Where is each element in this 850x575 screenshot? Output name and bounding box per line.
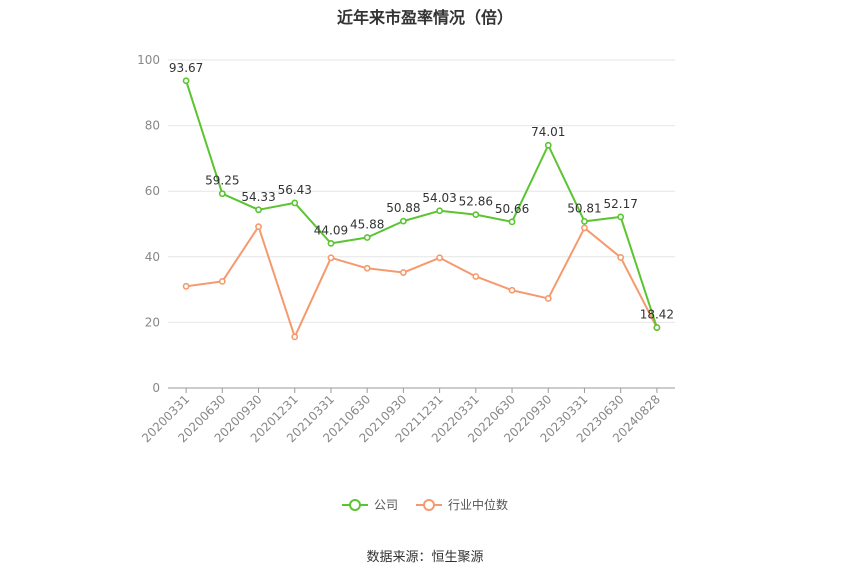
data-point-company [617,213,625,221]
legend-swatch-industry-median [416,498,442,512]
data-label: 45.88 [350,218,384,232]
data-point-industry-median [363,264,371,272]
data-point-company [436,207,444,215]
data-point-company [291,199,299,207]
data-label: 50.66 [495,202,529,216]
data-point-company [399,217,407,225]
data-label: 54.03 [422,191,456,205]
data-label: 59.25 [205,174,239,188]
data-point-company [327,239,335,247]
data-point-company [508,218,516,226]
legend-item-industry-median[interactable]: 行业中位数 [416,496,508,513]
data-point-industry-median [291,333,299,341]
y-tick-label: 40 [145,250,160,264]
data-point-company [544,141,552,149]
data-point-industry-median [508,286,516,294]
data-label: 18.42 [640,308,674,322]
y-tick-label: 80 [145,119,160,133]
data-label: 54.33 [241,190,275,204]
grid-layer [168,59,675,323]
legend-swatch-company [341,498,368,512]
data-point-company [218,190,226,198]
data-point-industry-median [472,273,480,280]
data-point-industry-median [544,295,552,302]
data-label: 74.01 [531,125,565,139]
legend-label-company: 公司 [373,498,398,512]
data-point-industry-median [436,254,444,262]
y-tick-label: 0 [152,381,160,395]
data-point-industry-median [255,223,262,231]
legend: 公司 行业中位数 [0,496,850,513]
data-label: 52.17 [603,197,637,211]
series-layer [182,77,661,341]
legend-label-industry-median: 行业中位数 [448,498,509,512]
data-point-industry-median [218,277,226,285]
data-point-industry-median [399,269,407,276]
data-label: 50.81 [567,201,601,215]
y-tick-label: 60 [145,184,160,198]
data-point-company [653,324,661,331]
data-label: 50.88 [386,201,420,215]
data-label: 44.09 [314,223,348,237]
data-point-industry-median [327,254,335,262]
source-note: 数据来源：恒生聚源 [366,550,484,565]
y-tick-label: 100 [137,53,160,67]
data-point-company [472,211,480,219]
data-label: 93.67 [169,61,203,75]
series-line-industry-median [185,225,658,338]
data-point-industry-median [617,254,625,261]
y-tick-label: 20 [145,315,160,329]
data-label: 56.43 [278,183,312,197]
axis-layer: 0204060801002020033120200630202009302020… [137,53,675,445]
data-point-industry-median [182,282,190,290]
chart-title: 近年来市盈率情况（倍） [336,8,513,27]
data-point-company [581,217,588,225]
legend-item-company[interactable]: 公司 [341,496,398,513]
data-point-company [255,206,262,214]
data-point-company [182,77,190,85]
data-label: 52.86 [459,195,493,209]
data-point-company [363,234,371,241]
series-line-company [185,80,658,328]
data-point-industry-median [581,224,588,232]
